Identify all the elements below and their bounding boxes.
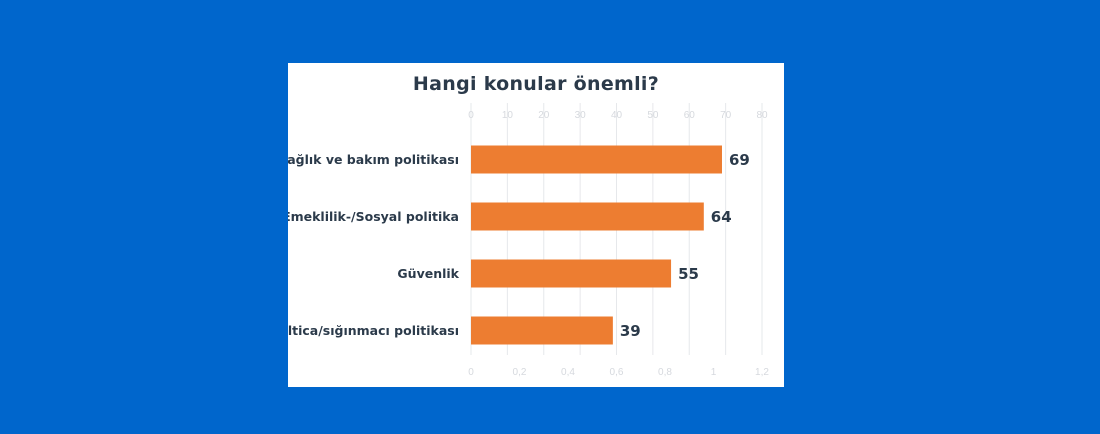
top-tick-label: 40	[611, 110, 623, 121]
bottom-tick-label: 0,6	[610, 367, 624, 378]
category-label: Güvenlik	[397, 266, 459, 281]
top-tick-label: 30	[575, 110, 587, 121]
data-label: 55	[678, 265, 699, 283]
bar	[471, 259, 672, 288]
bottom-tick-label: 0	[468, 367, 474, 378]
top-tick-label: 20	[538, 110, 550, 121]
data-label: 64	[711, 208, 732, 226]
chart-panel: Hangi konular önemli? 0 10 20 30 40 50 60 70 80 0…	[288, 63, 784, 387]
bottom-tick-label: 1	[711, 367, 717, 378]
bar	[471, 316, 613, 345]
bar	[471, 145, 722, 174]
top-tick-label: 60	[684, 110, 696, 121]
top-tick-label: 10	[502, 110, 514, 121]
top-tick-label: 80	[756, 110, 768, 121]
category-label: Sağlık ve bakım politikası	[288, 152, 459, 167]
bottom-tick-label: 0,2	[513, 367, 527, 378]
bottom-tick-label: 0,8	[658, 367, 672, 378]
data-label: 39	[620, 322, 641, 340]
top-tick-label: 70	[720, 110, 732, 121]
bottom-tick-label: 1,2	[755, 367, 769, 378]
top-tick-label: 0	[468, 110, 474, 121]
data-label: 69	[729, 151, 750, 169]
top-tick-label: 50	[647, 110, 659, 121]
chart-title: Hangi konular önemli?	[412, 73, 660, 95]
bottom-tick-label: 0,4	[561, 367, 575, 378]
bar-chart: 0 10 20 30 40 50 60 70 80 0 0,2 0,4 0,6 0,8 1 1,2 Sağlık…	[288, 103, 769, 378]
category-label: İltica/sığınmacı politikası	[288, 323, 459, 338]
bar	[471, 202, 704, 231]
category-label: Emeklilik-/Sosyal politika	[288, 209, 459, 224]
